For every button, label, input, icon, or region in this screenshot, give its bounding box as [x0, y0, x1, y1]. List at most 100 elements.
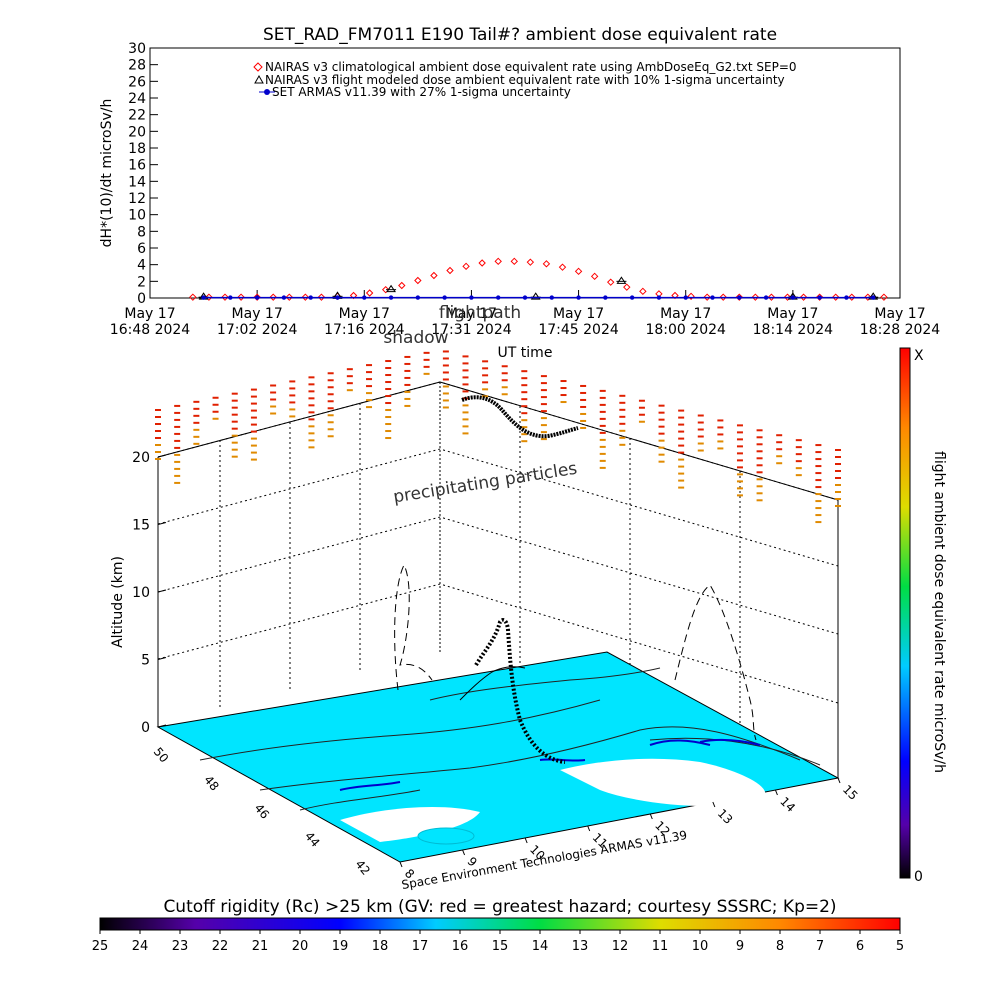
x-tick-label-time: 17:45 2024 [538, 322, 619, 338]
longitude-tick [774, 789, 778, 796]
climatological-point [671, 291, 679, 300]
y-tick-label: 12 [128, 191, 146, 207]
climatological-point [446, 266, 454, 275]
dose-colorbar-top: X [914, 348, 924, 364]
climatological-point [494, 257, 502, 266]
longitude-tick [712, 801, 716, 808]
y-tick-label: 20 [128, 124, 146, 140]
climatological-point [317, 293, 326, 301]
x-tick-label-time: 18:28 2024 [860, 322, 941, 338]
rc-tick-label: 22 [212, 939, 229, 954]
climatological-point [735, 293, 743, 301]
y-tick-label: 16 [128, 158, 146, 174]
legend-entry-armas: SET ARMAS v11.39 with 27% 1-sigma uncert… [272, 85, 571, 99]
longitude-tick-label: 15 [840, 782, 861, 803]
altitude-tick [157, 724, 167, 728]
altitude-tick [157, 454, 167, 458]
rc-tick-label: 7 [816, 939, 824, 954]
climatological-point [574, 267, 583, 276]
climatological-point [526, 258, 535, 266]
climatological-point [864, 293, 872, 301]
map-land-patch [340, 806, 480, 842]
altitude-tick-label: 15 [132, 518, 150, 534]
x-tick-label-date: May 17 [446, 306, 497, 322]
annotation-precipitating-particles: precipitating particles [392, 459, 579, 508]
dose-colorbar-bottom: 0 [914, 869, 923, 885]
y-tick-label: 24 [128, 91, 146, 107]
rc-tick-label: 25 [92, 939, 109, 954]
x-tick-label-date: May 17 [553, 306, 604, 322]
dose-rate-series [189, 257, 888, 301]
rc-tick-label: 16 [452, 939, 469, 954]
longitude-tick [524, 837, 528, 844]
climatological-point [237, 293, 245, 301]
flightpath-ground [474, 618, 566, 764]
rc-tick-label: 21 [252, 939, 269, 954]
climatological-point [719, 293, 727, 301]
longitude-tick [462, 849, 466, 856]
y-axis-label: dH*(10)/dt microSv/h [99, 99, 115, 248]
climatological-point [783, 293, 792, 301]
altitude-tick-labels: 0 5 10 15 20 [132, 450, 167, 736]
longitude-tick-label: 13 [715, 806, 736, 827]
climatological-point [558, 263, 567, 271]
map-lake [417, 827, 475, 845]
x-tick-label-time: 18:14 2024 [753, 322, 834, 338]
rc-tick-label: 12 [612, 939, 629, 954]
longitude-tick [587, 825, 591, 832]
altitude-grid [157, 381, 839, 741]
x-tick-label-date: May 17 [874, 306, 925, 322]
chart-title: SET_RAD_FM7011 E190 Tail#? ambient dose … [263, 25, 777, 45]
cutoff-rigidity-bar [99, 917, 901, 931]
flightpath-track [459, 666, 526, 701]
flight-3d-panel: flightpath shadow precipitating particle… [110, 303, 861, 892]
x-tick-label-date: May 17 [767, 306, 818, 322]
y-tick-label: 28 [128, 58, 146, 74]
altitude-tick-label: 5 [141, 653, 150, 669]
latitude-tick-label: 44 [302, 829, 323, 850]
climatological-point [799, 293, 808, 301]
flight-model-point [386, 284, 397, 293]
climatological-point [832, 293, 840, 301]
flightpath-upper [461, 395, 579, 439]
legend-entry-flight-model: NAIRAS v3 flight modeled dose ambient eq… [265, 73, 785, 87]
climatological-point [253, 293, 261, 301]
y-tick-label: 4 [137, 258, 146, 274]
y-tick-label: 0 [137, 291, 146, 307]
x-axis-label: UT time [498, 345, 553, 361]
climatological-point [269, 293, 277, 301]
altitude-tick-label: 10 [132, 585, 150, 601]
longitude-tick-label: 14 [777, 794, 798, 815]
legend: NAIRAS v3 climatological ambient dose eq… [253, 60, 797, 99]
map-land-patch [560, 758, 766, 807]
rc-tick-label: 8 [776, 939, 784, 954]
x-tick-label-time: 16:48 2024 [110, 322, 191, 338]
rc-tick-label: 15 [492, 939, 509, 954]
climatological-point [542, 260, 551, 268]
y-tick-label: 18 [128, 141, 146, 157]
climatological-point [767, 293, 776, 301]
climatological-point [430, 271, 438, 280]
y-tick-label: 6 [137, 241, 146, 257]
x-tick-label-time: 17:02 2024 [217, 322, 298, 338]
climatological-point [590, 272, 599, 281]
rc-tick-label: 11 [652, 939, 669, 954]
climatological-point [639, 287, 647, 296]
longitude-tick [399, 861, 403, 868]
climatological-point [462, 262, 470, 271]
latitude-tick-label: 42 [352, 857, 373, 878]
rc-tick-label: 5 [896, 939, 904, 954]
climatological-point [848, 293, 856, 301]
rc-tick-label: 24 [132, 939, 149, 954]
x-tick-label-time: 17:16 2024 [324, 322, 405, 338]
climatological-point [398, 281, 406, 290]
climatological-point [880, 293, 888, 301]
precipitating-particles [155, 350, 841, 524]
latitude-tick-label: 50 [151, 745, 172, 766]
x-tick-label-date: May 17 [232, 306, 283, 322]
climatological-point [751, 293, 760, 301]
y-tick-label: 30 [128, 41, 146, 57]
